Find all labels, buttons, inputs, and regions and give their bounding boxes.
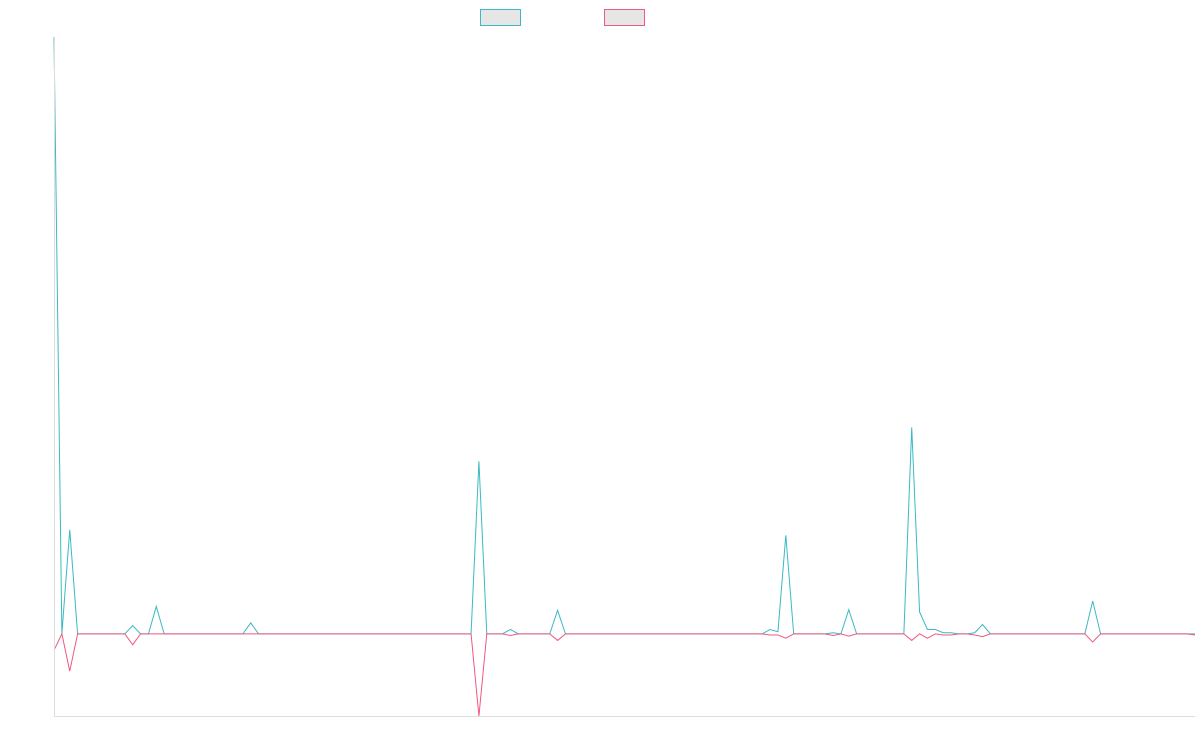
series-line-2 [53, 632, 1196, 717]
series-layer [53, 36, 1196, 717]
legend-swatch-1[interactable] [480, 9, 521, 26]
legend-swatch-2[interactable] [604, 9, 645, 26]
legend [480, 9, 645, 26]
series-line-1 [53, 36, 1195, 635]
